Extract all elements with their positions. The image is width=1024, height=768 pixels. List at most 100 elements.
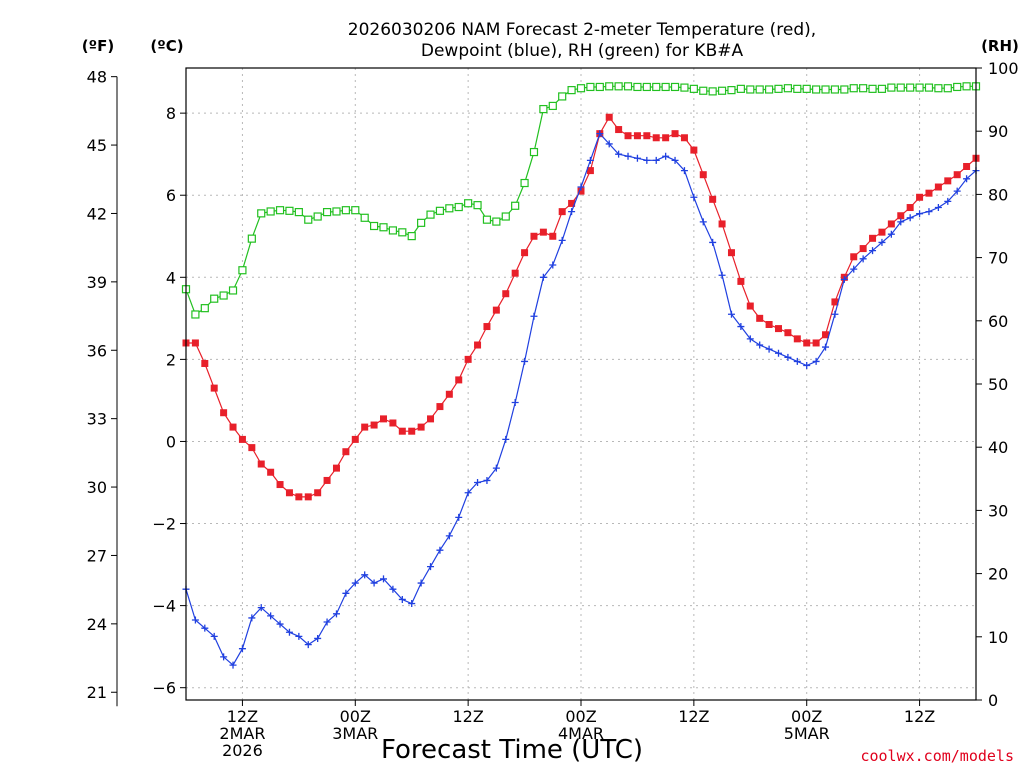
dewpoint-point [342, 589, 350, 597]
dewpoint-point [229, 661, 237, 669]
dewpoint-point [916, 210, 924, 218]
fahrenheit-tick-label: 33 [87, 410, 107, 429]
dewpoint-point [483, 476, 491, 484]
rh-point [830, 85, 840, 94]
temperature-point [464, 355, 472, 363]
temperature-point [474, 341, 482, 349]
temperature-point [380, 415, 387, 423]
rh-point [539, 104, 548, 114]
rh-point [266, 207, 275, 216]
rh-point [511, 201, 520, 210]
dewpoint-point [925, 208, 933, 216]
temperature-point [963, 162, 971, 170]
rh-point [417, 218, 426, 227]
dewpoint-point [455, 513, 463, 521]
rh-point [275, 206, 285, 215]
celsius-tick-label: 2 [166, 350, 176, 369]
temperature-point [737, 277, 745, 285]
temperature-point [812, 339, 820, 347]
dewpoint-point [201, 624, 209, 632]
dewpoint-point [803, 362, 811, 370]
rh-point [812, 85, 821, 94]
temperature-point [530, 232, 538, 240]
rh-tick-label: 100 [988, 59, 1019, 78]
rh-point [774, 84, 783, 93]
dewpoint-point [220, 653, 228, 661]
x-tick-label: 4MAR [558, 724, 604, 743]
dewpoint-point [737, 323, 745, 331]
temperature-point [220, 409, 228, 417]
chart-title-line-1: 2026030206 NAM Forecast 2-meter Temperat… [348, 20, 816, 40]
temperature-point [445, 390, 453, 398]
dewpoint-point [304, 641, 312, 649]
x-tick-label: 12Z [227, 707, 258, 726]
temperature-point [615, 126, 623, 134]
rh-point [379, 223, 388, 232]
temperature-point [775, 325, 782, 333]
x-axis-title: Forecast Time (UTC) [381, 735, 643, 765]
dewpoint-point [887, 230, 895, 238]
rh-point [407, 232, 416, 241]
rh-point [492, 217, 501, 226]
temperature-point [746, 302, 754, 310]
rh-point [228, 286, 238, 295]
celsius-tick-label: 0 [166, 432, 176, 451]
rh-point [717, 86, 727, 95]
temperature-point [201, 359, 209, 367]
rh-point [473, 201, 482, 210]
rh-point [247, 234, 256, 243]
rh-point [294, 207, 303, 217]
rh-point [689, 84, 698, 93]
temperature-point [793, 335, 801, 343]
temperature-point [408, 427, 416, 435]
dewpoint-point [568, 208, 576, 216]
temperature-point [784, 329, 792, 337]
rh-point [680, 83, 689, 92]
dewpoint-point [643, 156, 651, 164]
dewpoint-point [756, 341, 764, 349]
rh-tick-label: 0 [988, 691, 998, 710]
rh-tick-label: 40 [988, 438, 1008, 457]
rh-point [558, 92, 567, 101]
rh-point [736, 84, 745, 93]
rh-point [642, 82, 651, 92]
temperature-point [502, 290, 510, 298]
rh-point [943, 84, 952, 93]
temperature-point [916, 193, 924, 201]
dewpoint-point [953, 187, 961, 195]
celsius-tick-label: 8 [166, 104, 176, 123]
rh-point [953, 82, 962, 92]
temperature-point [765, 320, 773, 328]
temperature-point [859, 245, 867, 253]
dewpoint-point [210, 632, 218, 640]
dewpoint-point [549, 261, 557, 269]
dewpoint-point [474, 478, 482, 486]
rh-point [482, 215, 492, 224]
rh-point [548, 101, 557, 111]
rh-point [661, 82, 670, 92]
fahrenheit-tick-label: 48 [87, 68, 107, 87]
rh-point [755, 85, 764, 94]
temperature-point [238, 435, 246, 443]
rh-point [388, 226, 398, 235]
rh-point [934, 84, 943, 93]
temperature-point [869, 234, 877, 242]
dewpoint-point [191, 616, 199, 624]
temperature-point [427, 415, 435, 423]
celsius-tick-label: −4 [152, 597, 176, 616]
dewpoint-point [558, 236, 566, 244]
fahrenheit-tick-label: 24 [87, 615, 107, 634]
temperature-point [934, 183, 942, 191]
rh-point [567, 86, 576, 95]
temperature-point [370, 421, 378, 429]
temperature-point [314, 489, 322, 497]
x-tick-label: 2MAR [219, 724, 265, 743]
dewpoint-point [351, 579, 359, 587]
rh-point [727, 86, 736, 95]
temperature-point [267, 468, 275, 476]
fahrenheit-unit-label: (ºF) [82, 37, 114, 55]
temperature-point [342, 448, 350, 456]
rh-tick-label: 30 [988, 501, 1008, 520]
